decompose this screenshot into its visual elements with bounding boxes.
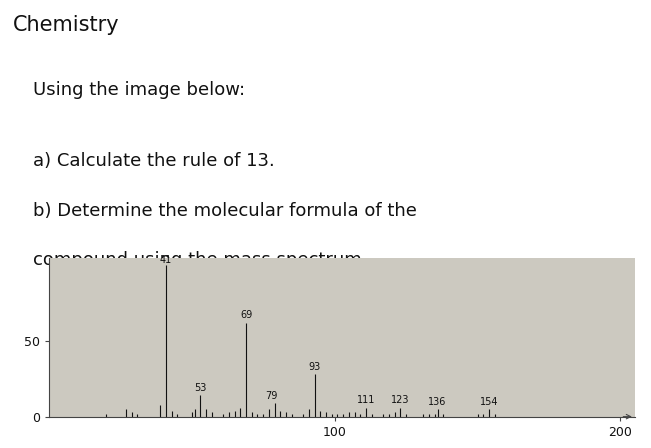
Text: b) Determine the molecular formula of the: b) Determine the molecular formula of th… [33,202,417,220]
Text: 79: 79 [266,391,278,401]
Text: Using the image below:: Using the image below: [33,81,245,99]
Text: a) Calculate the rule of 13.: a) Calculate the rule of 13. [33,152,274,170]
Text: 136: 136 [428,397,447,407]
Text: 93: 93 [309,362,321,372]
Text: 53: 53 [194,383,206,393]
Text: Chemistry: Chemistry [13,15,120,35]
Text: 41: 41 [160,255,172,265]
Text: 111: 111 [357,395,375,405]
Text: 154: 154 [480,397,498,407]
Text: 123: 123 [391,395,409,405]
Text: 69: 69 [240,310,252,320]
Text: compound using the mass spectrum.: compound using the mass spectrum. [33,250,367,269]
